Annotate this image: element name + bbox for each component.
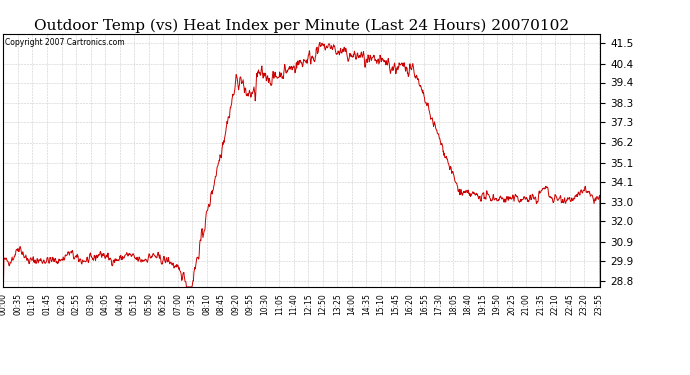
Text: Copyright 2007 Cartronics.com: Copyright 2007 Cartronics.com — [6, 38, 125, 46]
Title: Outdoor Temp (vs) Heat Index per Minute (Last 24 Hours) 20070102: Outdoor Temp (vs) Heat Index per Minute … — [34, 18, 569, 33]
